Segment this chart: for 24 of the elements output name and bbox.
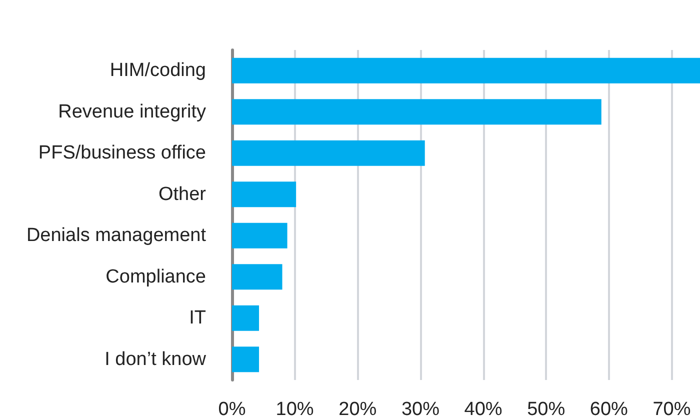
- y-tick-label: IT: [189, 308, 206, 329]
- bar: [232, 264, 282, 290]
- x-tick-label: 60%: [590, 399, 628, 419]
- bar: [232, 182, 296, 208]
- x-tick-label: 10%: [276, 399, 314, 419]
- y-tick-label: Other: [158, 184, 207, 205]
- bar: [232, 346, 260, 372]
- bar: [232, 99, 602, 125]
- y-tick-label: PFS/business office: [38, 142, 206, 164]
- x-tick-label: 40%: [464, 399, 502, 419]
- bar: [232, 140, 425, 166]
- y-tick-label: Revenue integrity: [58, 101, 206, 122]
- y-tick-label: HIM/coding: [110, 60, 206, 82]
- x-tick-label: 20%: [338, 399, 377, 419]
- x-tick-label: 30%: [401, 399, 440, 419]
- x-tick-label: 50%: [527, 399, 566, 419]
- y-tick-label: I don’t know: [104, 348, 206, 370]
- bar: [232, 222, 288, 248]
- y-tick-label: Denials management: [26, 225, 207, 246]
- x-tick-label: 0%: [218, 399, 246, 419]
- bar: [232, 305, 260, 331]
- bar: [232, 58, 700, 84]
- y-tick-label: Compliance: [106, 266, 206, 288]
- x-tick-label: 70%: [652, 399, 691, 419]
